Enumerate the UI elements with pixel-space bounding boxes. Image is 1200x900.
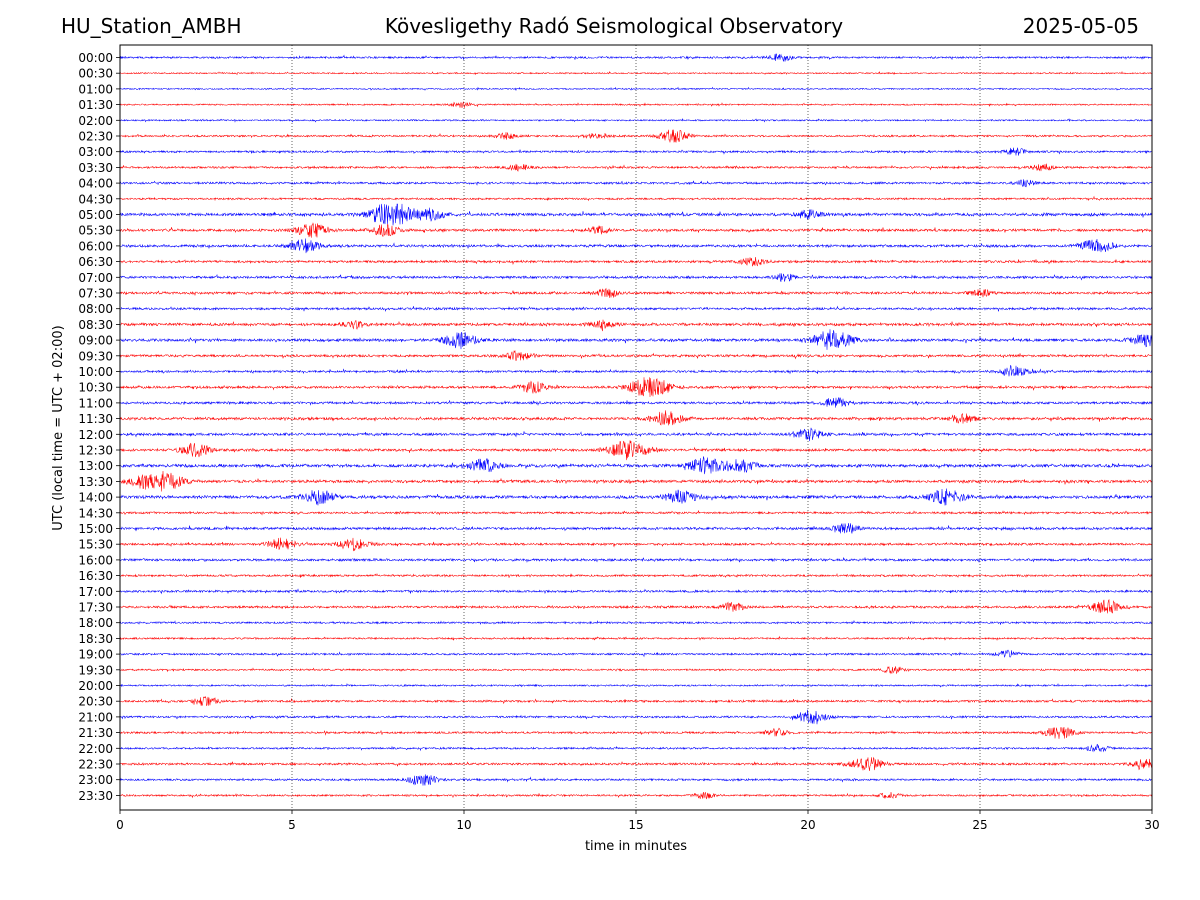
trace-1400 — [119, 488, 1153, 506]
y-tick-label: 17:00 — [78, 585, 113, 599]
y-tick-label: 14:00 — [78, 491, 113, 505]
y-axis-label: UTC (local time = UTC + 02:00) — [51, 325, 66, 530]
y-tick-label: 00:30 — [78, 67, 113, 81]
trace-1830 — [119, 635, 1153, 641]
y-tick-label: 01:00 — [78, 82, 113, 96]
x-tick-label: 15 — [628, 818, 643, 832]
y-tick-label: 17:30 — [78, 601, 113, 615]
y-tick-label: 05:30 — [78, 224, 113, 238]
x-tick-label: 20 — [800, 818, 815, 832]
y-tick-label: 19:00 — [78, 648, 113, 662]
y-tick-label: 16:00 — [78, 553, 113, 567]
y-tick-label: 13:00 — [78, 459, 113, 473]
trace-1200 — [119, 427, 1153, 442]
trace-2030 — [119, 695, 1153, 707]
y-tick-label: 09:00 — [78, 334, 113, 348]
y-tick-label: 21:00 — [78, 710, 113, 724]
chart-title: Kövesligethy Radó Seismological Observat… — [384, 14, 844, 38]
y-tick-label: 18:00 — [78, 616, 113, 630]
y-tick-label: 18:30 — [78, 632, 113, 646]
y-tick-label: 08:00 — [78, 302, 113, 316]
trace-2200 — [119, 743, 1153, 753]
trace-1300 — [119, 456, 1153, 475]
trace-1230 — [119, 440, 1153, 461]
x-tick-label: 5 — [288, 818, 296, 832]
x-tick-label: 10 — [456, 818, 471, 832]
y-tick-label: 13:30 — [78, 475, 113, 489]
trace-0330 — [119, 163, 1153, 172]
y-tick-label: 23:00 — [78, 773, 113, 787]
trace-1430 — [119, 509, 1153, 516]
chart-date: 2025-05-05 — [1022, 14, 1139, 38]
y-tick-label: 03:30 — [78, 161, 113, 175]
y-tick-label: 12:00 — [78, 428, 113, 442]
station-name: HU_Station_AMBH — [61, 14, 242, 38]
trace-0030 — [119, 70, 1153, 76]
y-tick-label: 11:30 — [78, 412, 113, 426]
trace-0300 — [119, 147, 1152, 156]
y-tick-label: 10:30 — [78, 381, 113, 395]
y-tick-label: 23:30 — [78, 789, 113, 803]
x-tick-label: 0 — [116, 818, 124, 832]
y-tick-label: 05:00 — [78, 208, 113, 222]
trace-1630 — [119, 572, 1153, 578]
x-tick-label: 30 — [1144, 818, 1159, 832]
y-tick-label: 15:30 — [78, 538, 113, 552]
trace-1100 — [119, 396, 1153, 408]
y-tick-label: 11:00 — [78, 396, 113, 410]
trace-1800 — [119, 620, 1153, 626]
trace-0700 — [119, 273, 1153, 283]
trace-0530 — [119, 222, 1153, 238]
y-tick-label: 09:30 — [78, 349, 113, 363]
y-tick-label: 14:30 — [78, 506, 113, 520]
trace-0230 — [119, 129, 1153, 143]
trace-0730 — [119, 287, 1153, 298]
x-tick-label: 25 — [972, 818, 987, 832]
y-tick-label: 20:30 — [78, 695, 113, 709]
y-tick-label: 16:30 — [78, 569, 113, 583]
y-tick-label: 10:00 — [78, 365, 113, 379]
y-tick-label: 15:00 — [78, 522, 113, 536]
y-tick-label: 22:30 — [78, 758, 113, 772]
trace-0100 — [119, 86, 1153, 92]
y-tick-label: 03:00 — [78, 145, 113, 159]
trace-0930 — [119, 350, 1153, 361]
y-tick-label: 12:30 — [78, 444, 113, 458]
y-tick-label: 04:00 — [78, 177, 113, 191]
y-tick-label: 02:30 — [78, 130, 113, 144]
trace-2000 — [119, 683, 1153, 688]
y-tick-label: 01:30 — [78, 98, 113, 112]
y-tick-label: 20:00 — [78, 679, 113, 693]
y-tick-label: 02:00 — [78, 114, 113, 128]
trace-0130 — [119, 101, 1153, 109]
y-tick-label: 06:00 — [78, 239, 113, 253]
y-tick-label: 04:30 — [78, 192, 113, 206]
x-tick-labels: 0 5 10 15 20 25 30 — [116, 810, 1160, 832]
y-tick-label: 19:30 — [78, 663, 113, 677]
y-tick-label: 21:30 — [78, 726, 113, 740]
grid-lines — [291, 45, 981, 810]
x-axis-label: time in minutes — [585, 839, 687, 854]
y-tick-label: 06:30 — [78, 255, 113, 269]
y-tick-label: 00:00 — [78, 51, 113, 65]
y-tick-label: 07:00 — [78, 271, 113, 285]
trace-2230 — [119, 756, 1153, 772]
y-tick-label: 07:30 — [78, 287, 113, 301]
y-tick-label: 22:00 — [78, 742, 113, 756]
trace-1000 — [119, 364, 1153, 377]
y-tick-label: 08:30 — [78, 318, 113, 332]
